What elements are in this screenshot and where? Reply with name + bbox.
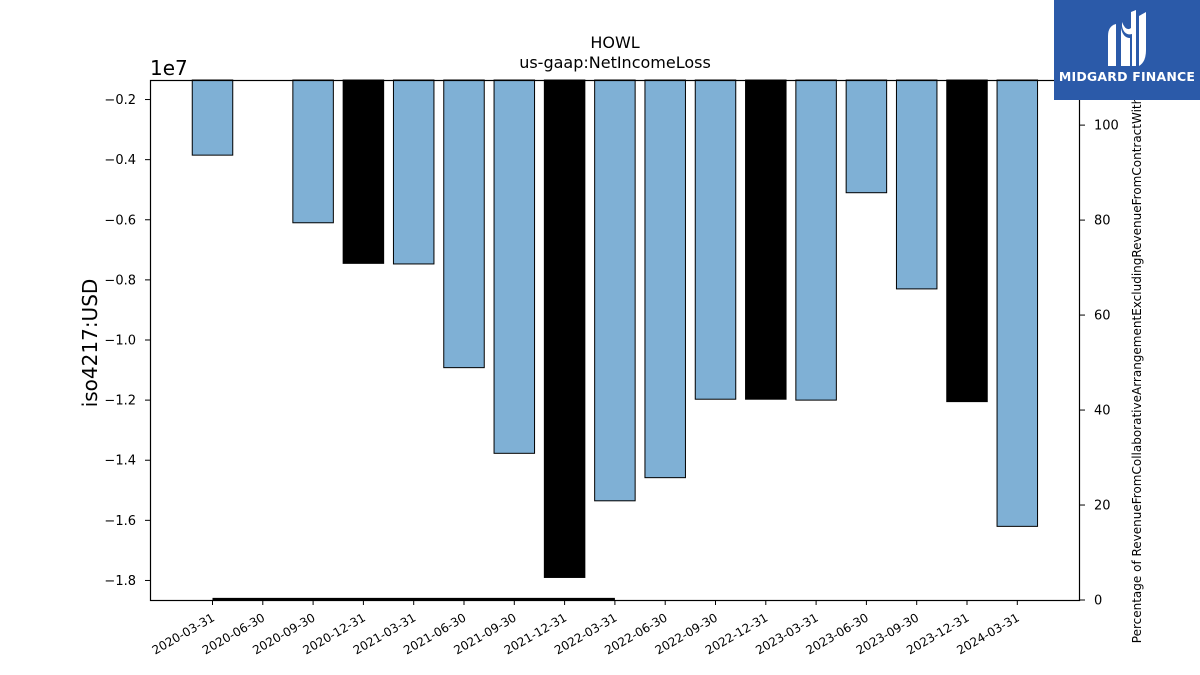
y2-tick-label: 20 [1094,499,1111,514]
y2-tick-label: 60 [1094,309,1111,324]
bar-2023-09-30 [895,79,938,290]
bar-2022-06-30 [644,79,686,479]
bar-2022-03-31 [594,79,636,502]
chart-title: HOWL [590,33,639,52]
y-axis-offset-label: 1e7 [150,56,188,80]
chart-subtitle: us-gaap:NetIncomeLoss [519,53,711,72]
bar-2023-06-30 [845,79,888,194]
bar-2020-03-31 [191,79,234,156]
bar-2020-09-30 [292,79,334,224]
y-tick-label: −0.2 [104,93,136,108]
bar-2023-12-31 [946,79,988,403]
bar-2022-09-30 [694,79,737,400]
y-tick-label: −0.6 [104,213,136,228]
y2-axis-label: Percentage of RevenueFromCollaborativeAr… [1130,97,1144,643]
y2-tick-label: 80 [1094,214,1111,229]
y-tick-label: −1.2 [104,394,136,409]
y-tick-label: −0.4 [104,153,136,168]
y-tick-label: −0.8 [104,273,136,288]
bar-2021-12-31 [543,79,586,578]
y2-tick-label: 100 [1094,119,1119,134]
bar-2020-12-31 [342,79,385,264]
bar-2024-03-31 [996,79,1039,527]
y2-tick-label: 0 [1094,594,1102,609]
logo-text: MIDGARD FINANCE [1058,69,1196,84]
y-tick-label: −1.8 [104,574,136,589]
midgard-logo-icon [1108,10,1146,66]
bar-2023-03-31 [795,79,837,401]
y-axis-label: iso4217:USD [78,279,102,408]
y-tick-label: −1.0 [104,334,136,349]
y2-tick-label: 40 [1094,404,1111,419]
bar-2021-09-30 [493,79,536,454]
y-tick-label: −1.4 [104,454,136,469]
bar-2021-03-31 [392,79,435,265]
midgard-finance-logo: MIDGARD FINANCE [1054,0,1200,100]
bar-2021-06-30 [443,79,485,369]
y-tick-label: −1.6 [104,514,136,529]
bar-2022-12-31 [745,79,787,400]
plot-frame [149,79,1081,602]
